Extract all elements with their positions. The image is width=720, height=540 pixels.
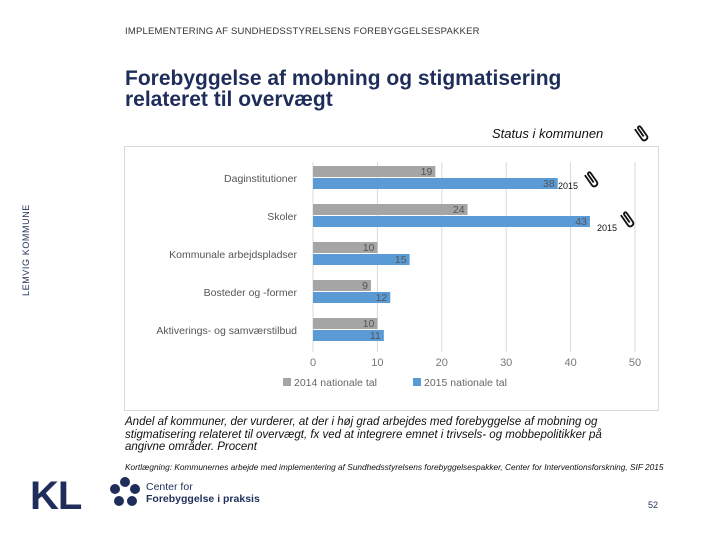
data-label: 9 xyxy=(362,280,368,292)
bar-2015 xyxy=(313,292,391,303)
x-tick-label: 20 xyxy=(436,357,448,369)
paperclip-icon[interactable] xyxy=(634,122,652,146)
bar-2014 xyxy=(313,318,378,329)
bar-2015 xyxy=(313,330,384,341)
category-label: Daginstitutioner xyxy=(224,173,297,185)
category-label: Bosteder og -former xyxy=(204,287,298,299)
bar-2014 xyxy=(313,204,468,215)
x-tick-label: 0 xyxy=(310,357,316,369)
annotation-2015-1: 2015 xyxy=(558,181,579,191)
page-number: 52 xyxy=(648,500,659,510)
x-tick-label: 50 xyxy=(629,357,641,369)
data-label: 10 xyxy=(363,242,375,254)
bar-2014 xyxy=(313,242,378,253)
data-label: 19 xyxy=(421,166,433,178)
cf-line-2: Forebyggelse i praksis xyxy=(146,493,260,505)
legend-label: 2015 nationale tal xyxy=(424,377,507,389)
bar-2015 xyxy=(313,216,590,227)
data-label: 38 xyxy=(543,178,555,190)
legend-swatch-2015 xyxy=(413,378,421,386)
paperclip-icon[interactable] xyxy=(584,168,602,194)
x-tick-label: 40 xyxy=(564,357,576,369)
side-label: LEMVIG KOMMUNE xyxy=(21,204,31,296)
category-label: Aktiverings- og samværstilbud xyxy=(156,325,297,337)
annotation-2015-2: 2015 xyxy=(597,223,618,233)
bar-2014 xyxy=(313,280,371,291)
bar-2014 xyxy=(313,166,436,177)
source-note: Kortlægning: Kommunernes arbejde med imp… xyxy=(125,462,664,472)
cf-line-1: Center for xyxy=(146,481,193,493)
data-label: 12 xyxy=(376,292,388,304)
bar-2015 xyxy=(313,178,558,189)
data-label: 15 xyxy=(395,254,407,266)
category-label: Skoler xyxy=(267,211,297,223)
data-label: 11 xyxy=(370,330,381,342)
paperclip-icon[interactable] xyxy=(620,208,638,234)
cf-logo-text: Center for Forebyggelse i praksis xyxy=(146,481,260,505)
header-text: IMPLEMENTERING AF SUNDHEDSSTYRELSENS FOR… xyxy=(125,26,480,37)
bar-2015 xyxy=(313,254,410,265)
chart-caption: Andel af kommuner, der vurderer, at der … xyxy=(125,416,602,453)
data-label: 24 xyxy=(453,204,465,216)
x-tick-label: 10 xyxy=(371,357,383,369)
title-line-2: relateret til overvægt xyxy=(125,88,333,111)
x-tick-label: 30 xyxy=(500,357,512,369)
category-label: Kommunale arbejdspladser xyxy=(169,249,297,261)
title-line-1: Forebyggelse af mobning og stigmatiserin… xyxy=(125,67,562,90)
legend-swatch-2014 xyxy=(283,378,291,386)
chart-container: 0 10 20 30 40 50 Daginstitutioner 19 38 Skoler 24 4… xyxy=(124,146,659,411)
page-title: Forebyggelse af mobning og stigmatiserin… xyxy=(125,68,685,110)
legend-label: 2014 nationale tal xyxy=(294,377,377,389)
data-label: 10 xyxy=(363,318,375,330)
data-label: 43 xyxy=(575,216,587,228)
kl-logo: KL xyxy=(30,474,82,518)
bar-chart: 0 10 20 30 40 50 Daginstitutioner 19 38 Skoler 24 4… xyxy=(156,162,641,389)
cf-logo-icon xyxy=(107,476,143,515)
status-label: Status i kommunen xyxy=(492,126,604,141)
